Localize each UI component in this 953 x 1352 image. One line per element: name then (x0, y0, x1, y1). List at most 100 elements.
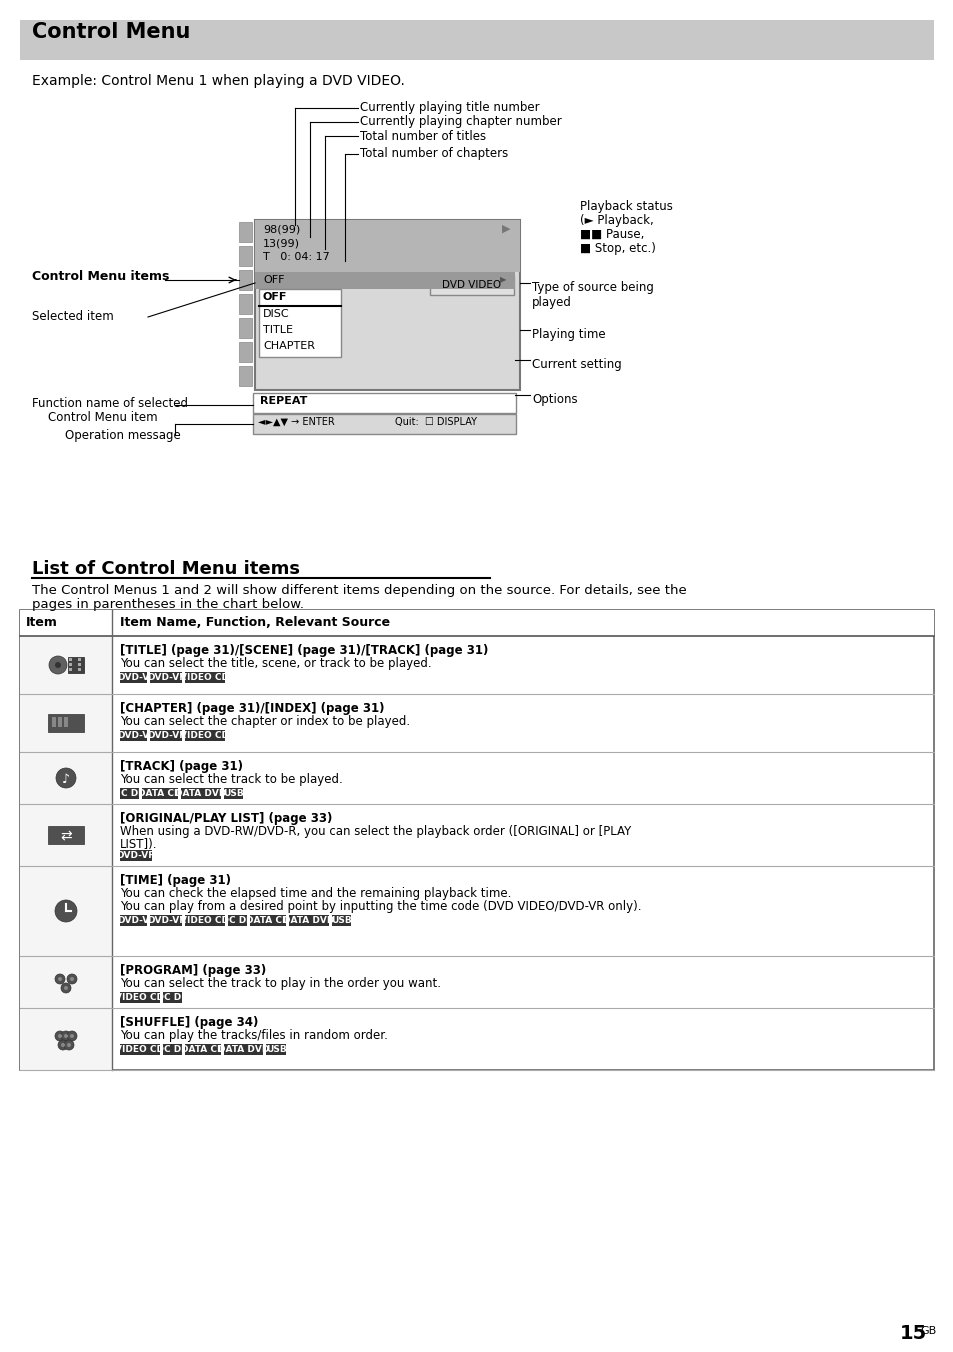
Text: [TIME] (page 31): [TIME] (page 31) (120, 873, 231, 887)
Circle shape (64, 1034, 68, 1038)
Bar (223, 1044, 263, 1055)
Text: DVD-VR: DVD-VR (147, 731, 186, 740)
Circle shape (55, 900, 77, 922)
Text: DISC: DISC (263, 310, 290, 319)
Circle shape (67, 1042, 71, 1046)
Text: ■ Stop, etc.): ■ Stop, etc.) (579, 242, 655, 256)
Bar (185, 915, 225, 926)
Bar (20, 956, 112, 1009)
Text: 15: 15 (899, 1324, 926, 1343)
Circle shape (55, 1032, 65, 1041)
Bar (239, 342, 252, 362)
Bar (78, 668, 81, 671)
Bar (20, 635, 112, 694)
Text: Currently playing chapter number: Currently playing chapter number (359, 115, 561, 128)
Circle shape (67, 1032, 77, 1041)
Text: Item: Item (26, 617, 58, 629)
Bar (48, 826, 84, 844)
Text: You can select the track to play in the order you want.: You can select the track to play in the … (120, 977, 440, 990)
Text: USB: USB (223, 790, 243, 798)
Text: Control Menu item: Control Menu item (48, 411, 157, 425)
Text: T   0: 04: 17: T 0: 04: 17 (263, 251, 330, 262)
Bar (120, 992, 159, 1003)
Text: You can check the elapsed time and the remaining playback time.: You can check the elapsed time and the r… (120, 887, 511, 900)
Text: DATA DVD: DATA DVD (217, 1045, 269, 1055)
Text: DVD-V: DVD-V (117, 917, 150, 925)
Text: DATA DVD: DATA DVD (175, 790, 226, 798)
Circle shape (61, 983, 71, 992)
Bar (289, 915, 328, 926)
Text: 13(99): 13(99) (263, 238, 299, 247)
Text: You can select the title, scene, or track to be played.: You can select the title, scene, or trac… (120, 657, 431, 671)
Circle shape (58, 1034, 62, 1038)
Text: You can play from a desired point by inputting the time code (DVD VIDEO/DVD-VR o: You can play from a desired point by inp… (120, 900, 640, 913)
Bar (20, 610, 933, 635)
Text: DVD-VR: DVD-VR (116, 850, 155, 860)
Circle shape (64, 986, 68, 990)
Text: LIST]).: LIST]). (120, 838, 157, 850)
Text: When using a DVD-RW/DVD-R, you can select the playback order ([ORIGINAL] or [PLA: When using a DVD-RW/DVD-R, you can selec… (120, 825, 631, 838)
Bar (64, 717, 68, 727)
Text: You can select the track to be played.: You can select the track to be played. (120, 773, 342, 786)
Bar (228, 915, 247, 926)
Text: Example: Control Menu 1 when playing a DVD VIDEO.: Example: Control Menu 1 when playing a D… (32, 74, 404, 88)
Bar (20, 610, 933, 1069)
Text: DATA CD: DATA CD (246, 917, 290, 925)
Bar (69, 668, 71, 671)
Text: GB: GB (919, 1326, 935, 1336)
Text: Control Menu items: Control Menu items (32, 269, 170, 283)
Text: DVD-V: DVD-V (117, 673, 150, 681)
Text: VIDEO CD: VIDEO CD (115, 992, 164, 1002)
Bar (151, 672, 182, 683)
Bar (52, 717, 56, 727)
Bar (254, 220, 519, 389)
Text: ▶: ▶ (501, 224, 510, 234)
Text: [PROGRAM] (page 33): [PROGRAM] (page 33) (120, 964, 266, 977)
Bar (258, 289, 340, 357)
Text: Playback status: Playback status (579, 200, 672, 214)
Bar (239, 318, 252, 338)
Text: C D: C D (121, 790, 138, 798)
Text: ♪: ♪ (62, 772, 70, 786)
Circle shape (64, 1040, 74, 1051)
Circle shape (49, 656, 67, 675)
Text: Control Menu: Control Menu (32, 22, 191, 42)
Circle shape (61, 1032, 71, 1041)
Bar (120, 672, 148, 683)
Bar (163, 1044, 182, 1055)
Bar (239, 222, 252, 242)
Text: Playing time: Playing time (532, 329, 605, 341)
Text: (► Playback,: (► Playback, (579, 214, 653, 227)
Bar (20, 694, 112, 752)
Text: Current setting: Current setting (532, 358, 621, 370)
Text: DVD-VR: DVD-VR (147, 673, 186, 681)
Text: DATA CD: DATA CD (181, 1045, 224, 1055)
Bar (163, 992, 182, 1003)
Bar (69, 658, 71, 661)
Bar (185, 672, 225, 683)
Circle shape (61, 1042, 65, 1046)
Bar (253, 414, 516, 434)
Bar (48, 714, 84, 731)
Circle shape (70, 1034, 74, 1038)
Bar (223, 788, 243, 799)
Bar (239, 246, 252, 266)
Text: [TRACK] (page 31): [TRACK] (page 31) (120, 760, 243, 773)
Bar (58, 717, 62, 727)
Bar (254, 272, 515, 289)
Bar (250, 915, 286, 926)
Text: USB: USB (331, 917, 351, 925)
Text: C D: C D (164, 1045, 181, 1055)
Text: REPEAT: REPEAT (260, 396, 307, 406)
Text: 98(99): 98(99) (263, 224, 300, 234)
Text: You can select the chapter or index to be played.: You can select the chapter or index to b… (120, 715, 410, 727)
Text: DATA DVD: DATA DVD (283, 917, 334, 925)
Bar (20, 20, 933, 59)
Text: ▶: ▶ (499, 274, 506, 284)
Text: Function name of selected: Function name of selected (32, 397, 188, 410)
Bar (185, 730, 225, 741)
Circle shape (70, 977, 74, 982)
Text: Operation message: Operation message (65, 429, 180, 442)
Bar (20, 867, 112, 956)
Bar (20, 804, 112, 867)
